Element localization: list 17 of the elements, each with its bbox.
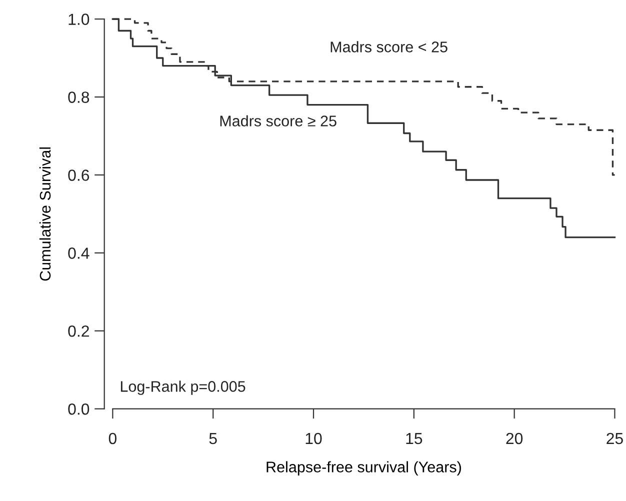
y-axis-title: Cumulative Survival [39,147,51,281]
x-tick-label: 0 [108,432,116,444]
series-label: Madrs score ≥ 25 [220,115,336,126]
x-tick-label: 20 [506,432,523,444]
x-tick-label: 25 [606,432,623,444]
series-label: Madrs score < 25 [330,41,448,52]
x-axis-title: Relapse-free survival (Years) [266,461,461,476]
x-tick-label: 10 [306,432,322,444]
annotation: Log-Rank p=0.005 [120,380,246,395]
y-tick-label: 1.0 [68,14,90,25]
y-tick-label: 0.4 [68,248,90,259]
y-tick-label: 0.2 [68,325,89,337]
y-tick-label: 0.6 [68,170,90,181]
y-tick-label: 0.0 [68,403,90,415]
x-tick-label: 15 [406,433,422,444]
x-tick-label: 5 [209,433,217,444]
y-tick-label: 0.8 [68,92,90,103]
